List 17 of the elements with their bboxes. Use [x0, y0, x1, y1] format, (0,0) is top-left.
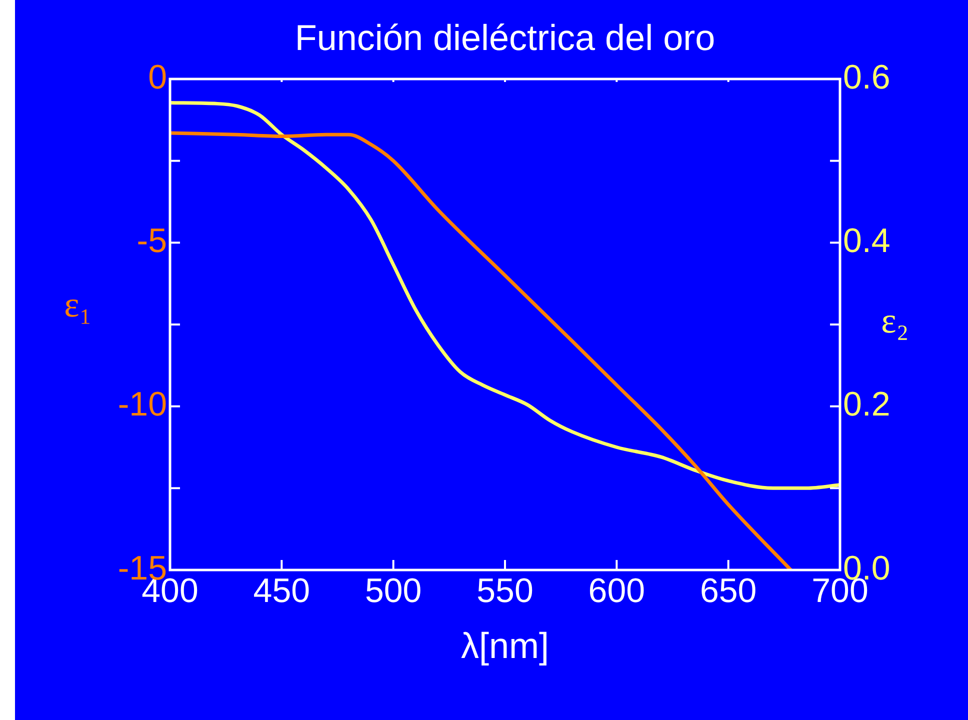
y2-axis-title: ε₂ — [881, 300, 909, 340]
x-tick-label: 650 — [700, 572, 757, 610]
line-series — [170, 131, 793, 570]
y-tick-label: 0 — [148, 58, 167, 96]
x-axis-title: λ[nm] — [460, 625, 550, 666]
line-series — [170, 100, 840, 490]
chart-title: Función dieléctrica del oro — [294, 17, 716, 58]
x-tick-label: 600 — [588, 572, 646, 610]
y2-tick-label: 0.4 — [843, 222, 890, 260]
y2-tick-label: 0.2 — [843, 386, 890, 424]
y-tick-label: -5 — [136, 222, 167, 260]
x-tick-label: 500 — [364, 572, 422, 610]
y-axis-title: ε₁ — [64, 284, 92, 324]
x-tick-label: 550 — [476, 572, 534, 610]
x-tick-label: 450 — [253, 572, 310, 610]
y2-tick-label: 0.6 — [843, 58, 890, 96]
y-tick-label: -10 — [118, 386, 167, 424]
